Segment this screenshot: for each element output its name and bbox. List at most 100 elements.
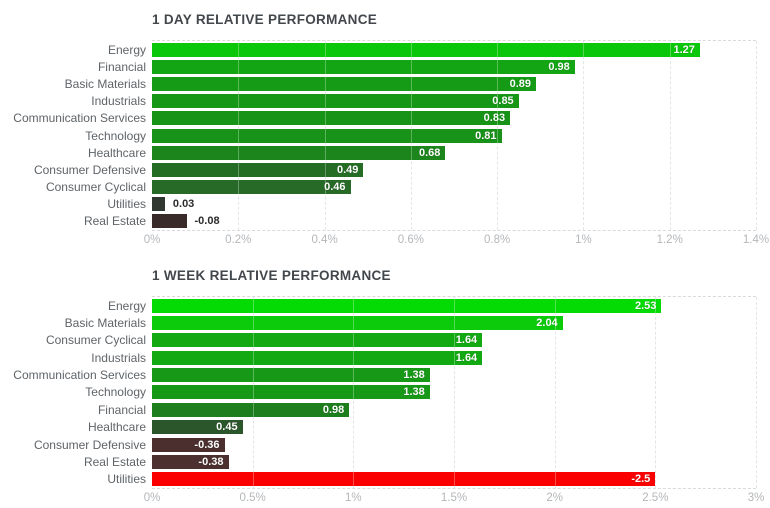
gridline: [554, 297, 556, 488]
category-label: Healthcare: [87, 420, 146, 435]
value-label: 1.38: [403, 386, 425, 399]
gridline-overlay: [669, 41, 671, 230]
bar-row: Consumer Cyclical 1.64: [46, 332, 756, 349]
category-label: Consumer Cyclical: [45, 333, 146, 348]
bar-row: Basic Materials 2.04: [65, 314, 756, 331]
category-label: Utilities: [107, 472, 146, 487]
gridline: [583, 41, 585, 230]
x-tick-label: 0.6%: [397, 234, 424, 246]
value-label: 0.85: [492, 95, 514, 108]
gridline-overlay: [353, 297, 355, 488]
value-label: 0.68: [418, 146, 441, 159]
x-tick-label: 3%: [747, 492, 765, 504]
value-label: 1.38: [403, 369, 425, 382]
value-label: 1.64: [455, 334, 478, 347]
bar-row: Real Estate -0.38: [84, 453, 756, 470]
bar-row: Healthcare 0.45: [88, 419, 756, 436]
gridline-overlay: [655, 297, 657, 488]
performance-bar: 0.46: [152, 180, 351, 195]
gridline-overlay: [410, 41, 412, 230]
plot-area-1-day: Energy 1.27 Financial 0.98 Basic Materials 0.…: [13, 40, 757, 231]
bar-row: Consumer Cyclical 0.46: [46, 179, 756, 196]
gridline-overlay: [497, 41, 499, 230]
category-label: Financial: [97, 402, 146, 417]
category-label: Technology: [85, 385, 146, 400]
performance-bar: -0.36: [152, 437, 225, 452]
category-label: Utilities: [107, 197, 146, 212]
plot-area-1-week: Energy 2.53 Basic Materials 2.04 Consumer Cy…: [13, 296, 757, 489]
x-axis-1-day: 0% 0.2% 0.4% 0.6% 0.8% 1% 1.2% 1.4%: [144, 234, 769, 248]
category-label: Healthcare: [87, 145, 146, 160]
gridline: [454, 297, 455, 488]
bar-row: Utilities -2.5: [107, 471, 756, 488]
bar-row: Consumer Defensive 0.49: [34, 161, 756, 178]
category-label: Energy: [107, 298, 146, 313]
performance-bar: 0.98: [152, 402, 350, 417]
value-label: 1.27: [673, 43, 695, 56]
category-label: Real Estate: [83, 214, 146, 229]
value-label: 0.45: [216, 421, 238, 434]
value-label: -0.08: [194, 215, 220, 228]
performance-bar: 0.81: [152, 128, 502, 143]
x-tick-label: 0.8%: [484, 234, 511, 246]
value-label: 0.98: [322, 403, 345, 416]
bar-row: Industrials 1.64: [91, 349, 756, 366]
category-label: Consumer Cyclical: [45, 180, 146, 195]
category-label: Industrials: [91, 94, 146, 109]
gridline-overlay: [324, 41, 326, 230]
x-tick-label: 0.2%: [225, 234, 252, 246]
category-label: Industrials: [91, 350, 146, 365]
bar-row: Energy 2.53: [108, 297, 756, 314]
category-label: Energy: [107, 42, 146, 57]
value-label: 0.83: [483, 112, 506, 125]
category-label: Real Estate: [83, 454, 146, 469]
x-tick-label: 1.5%: [440, 492, 468, 504]
performance-bar: 0.68: [152, 145, 446, 160]
gridline-overlay: [454, 297, 455, 488]
performance-bar: 0.49: [152, 162, 364, 177]
x-tick-label: 1.2%: [656, 234, 683, 246]
bar-row: Financial 0.98: [98, 58, 756, 75]
performance-bar: 0.98: [152, 59, 575, 74]
gridline: [669, 41, 671, 230]
value-label: 0.81: [475, 129, 497, 142]
value-label: -2.5: [631, 473, 651, 486]
performance-bar: 2.53: [152, 298, 662, 313]
x-tick-label: 0%: [143, 234, 161, 246]
category-label: Basic Materials: [64, 316, 146, 331]
gridline-overlay: [238, 41, 240, 230]
performance-bar: 0.45: [152, 420, 243, 435]
performance-bar: 0.89: [152, 76, 536, 91]
performance-bar: [152, 214, 187, 229]
performance-bar: 0.83: [152, 111, 511, 126]
performance-bar: 1.64: [152, 333, 483, 348]
category-label: Consumer Defensive: [33, 162, 146, 177]
gridline-overlay: [583, 41, 585, 230]
bar-row: Technology 0.81: [85, 127, 756, 144]
category-label: Financial: [97, 59, 146, 74]
x-axis-1-week: 0% 0.5% 1% 1.5% 2% 2.5% 3%: [144, 492, 765, 506]
gridline: [756, 297, 757, 488]
bar-row: Real Estate -0.08: [84, 213, 756, 230]
category-label: Basic Materials: [64, 76, 146, 91]
bar-row: Technology 1.38: [85, 384, 756, 401]
x-tick-label: 1%: [345, 492, 362, 504]
gridline-overlay: [756, 297, 757, 488]
x-tick-label: 1%: [575, 234, 592, 246]
gridline: [655, 297, 657, 488]
performance-bar: -0.38: [152, 454, 229, 469]
value-label: -0.38: [198, 455, 224, 468]
performance-bar: 0.85: [152, 94, 519, 109]
value-label: 0.49: [336, 163, 359, 176]
bar-row: Consumer Defensive -0.36: [34, 436, 756, 453]
bar-row: Utilities 0.03: [107, 196, 756, 213]
performance-bar: [152, 197, 165, 212]
chart-title-1-week: 1 WEEK RELATIVE PERFORMANCE: [152, 268, 391, 283]
bar-row: Healthcare 0.68: [88, 144, 756, 161]
value-label: 0.03: [172, 198, 195, 211]
performance-bar: 2.04: [152, 316, 563, 331]
value-label: 0.89: [509, 77, 531, 90]
category-label: Technology: [85, 128, 146, 143]
value-label: -0.36: [194, 438, 220, 451]
